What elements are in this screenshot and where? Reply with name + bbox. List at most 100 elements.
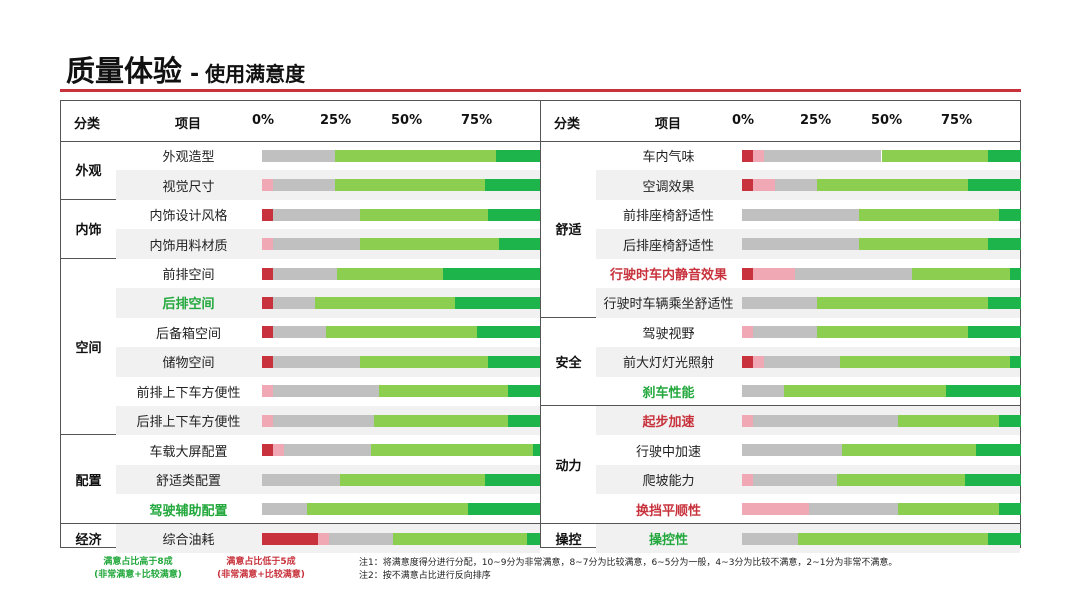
bar-segment bbox=[507, 414, 541, 427]
item-label: 行驶时车内静音效果 bbox=[609, 268, 727, 284]
bar-segment bbox=[373, 414, 508, 427]
bar-segment bbox=[454, 296, 541, 309]
category-group: 动力 起步加速 行驶中加速 爬坡能力 换挡平顺性 bbox=[541, 406, 1021, 524]
item-label: 舒适类配置 bbox=[155, 474, 221, 490]
bar-segment bbox=[742, 267, 754, 280]
axis-tick-label: 0% bbox=[732, 113, 755, 128]
legend-red-line2: (非常满意+比较满意) bbox=[217, 570, 305, 580]
item-label: 前大灯灯光照射 bbox=[622, 356, 714, 372]
item-label: 行驶中加速 bbox=[635, 444, 701, 460]
item-label: 储物空间 bbox=[162, 356, 215, 372]
bar-segment bbox=[273, 326, 327, 339]
stacked-bar bbox=[262, 532, 541, 545]
table-row: 前排上下车方便性 bbox=[116, 377, 541, 406]
stacked-bar bbox=[262, 238, 541, 251]
bar-segment bbox=[306, 503, 469, 516]
axis-tick-label: 75% bbox=[461, 113, 493, 128]
bar-segment bbox=[328, 532, 394, 545]
bar-segment bbox=[764, 355, 840, 368]
bar-segment bbox=[262, 414, 274, 427]
table-row: 视觉尺寸 bbox=[116, 170, 541, 200]
item-label: 行驶时车辆乘坐舒适性 bbox=[603, 297, 734, 313]
table-row: 行驶时车内静音效果 bbox=[596, 259, 1021, 288]
table-row: 外观造型 bbox=[116, 141, 541, 170]
bar-segment bbox=[1009, 267, 1021, 280]
item-label: 换挡平顺性 bbox=[635, 503, 701, 519]
bar-segment bbox=[817, 179, 968, 192]
category-label: 配置 bbox=[75, 473, 102, 489]
table-row: 储物空间 bbox=[116, 347, 541, 377]
item-label: 车载大屏配置 bbox=[149, 444, 228, 460]
bar-segment bbox=[987, 532, 1021, 545]
bar-segment bbox=[485, 179, 541, 192]
bar-segment bbox=[262, 503, 307, 516]
category-group: 舒适 车内气味 空调效果 前排座椅舒适性 后排座椅舒适性 行驶时车内静音效果 行驶时车辆乘坐… bbox=[541, 141, 1021, 318]
item-label: 后排座椅舒适性 bbox=[622, 238, 714, 254]
bar-segment bbox=[898, 503, 999, 516]
stacked-bar bbox=[742, 208, 1021, 221]
bar-segment bbox=[487, 208, 541, 221]
stacked-bar bbox=[742, 473, 1021, 486]
stacked-bar bbox=[742, 296, 1021, 309]
bar-segment bbox=[753, 267, 795, 280]
item-label: 内饰用料材质 bbox=[149, 238, 228, 254]
table-row: 操控性 bbox=[596, 523, 1021, 554]
bar-segment bbox=[775, 179, 818, 192]
item-label: 综合油耗 bbox=[162, 533, 215, 549]
bar-segment bbox=[945, 385, 1021, 398]
bar-segment bbox=[359, 208, 488, 221]
category-group: 安全 驾驶视野 前大灯灯光照射 刹车性能 bbox=[541, 318, 1021, 407]
stacked-bar bbox=[262, 267, 541, 280]
stacked-bar bbox=[262, 208, 541, 221]
title-dash: - bbox=[190, 62, 200, 87]
bar-segment bbox=[262, 385, 274, 398]
bar-segment bbox=[262, 355, 274, 368]
title-main: 质量体验 bbox=[66, 54, 183, 88]
stacked-bar bbox=[742, 238, 1021, 251]
axis-tick-label: 50% bbox=[391, 113, 423, 128]
stacked-bar bbox=[742, 414, 1021, 427]
bar-segment bbox=[998, 503, 1021, 516]
bar-segment bbox=[795, 267, 913, 280]
bar-segment bbox=[370, 444, 533, 457]
table-row: 综合油耗 bbox=[116, 523, 541, 554]
table-row: 驾驶辅助配置 bbox=[116, 494, 541, 523]
bar-segment bbox=[262, 149, 335, 162]
stacked-bar bbox=[742, 179, 1021, 192]
note-2: 注2：按不满意占比进行反向排序 bbox=[359, 571, 491, 581]
bar-segment bbox=[532, 444, 541, 457]
bar-segment bbox=[859, 208, 999, 221]
bar-segment bbox=[753, 326, 818, 339]
bar-segment bbox=[753, 355, 765, 368]
stacked-bar bbox=[262, 444, 541, 457]
category-label: 安全 bbox=[555, 355, 582, 371]
bar-segment bbox=[485, 473, 541, 486]
bar-segment bbox=[817, 326, 968, 339]
header-item: 项目 bbox=[175, 117, 202, 132]
left-chart-panel: 分类 项目 0% 25% 50% 75% 外观 外观造型 视觉尺寸 内饰 内饰设计风格 内饰用料材质空… bbox=[60, 100, 541, 554]
legend-green: 满意占比高于8成 (非常满意+比较满意) bbox=[68, 556, 208, 582]
bar-segment bbox=[262, 179, 274, 192]
table-row: 起步加速 bbox=[596, 406, 1021, 436]
stacked-bar bbox=[262, 296, 541, 309]
table-row: 驾驶视野 bbox=[596, 318, 1021, 347]
bar-segment bbox=[337, 267, 444, 280]
bar-segment bbox=[262, 296, 274, 309]
category-group: 外观 外观造型 视觉尺寸 bbox=[61, 141, 541, 200]
bar-segment bbox=[998, 208, 1021, 221]
bar-segment bbox=[742, 149, 754, 162]
bar-segment bbox=[742, 385, 784, 398]
bar-segment bbox=[476, 326, 541, 339]
table-row: 内饰用料材质 bbox=[116, 229, 541, 259]
item-label: 前排上下车方便性 bbox=[136, 385, 241, 401]
legend-green-line1: 满意占比高于8成 bbox=[103, 557, 173, 567]
header-category: 分类 bbox=[74, 117, 101, 132]
item-label: 爬坡能力 bbox=[642, 474, 695, 490]
stacked-bar bbox=[262, 414, 541, 427]
bar-segment bbox=[499, 238, 541, 251]
stacked-bar bbox=[742, 532, 1021, 545]
bar-segment bbox=[742, 296, 818, 309]
category-label: 舒适 bbox=[555, 223, 582, 239]
bar-segment bbox=[273, 385, 380, 398]
bar-segment bbox=[967, 326, 1021, 339]
